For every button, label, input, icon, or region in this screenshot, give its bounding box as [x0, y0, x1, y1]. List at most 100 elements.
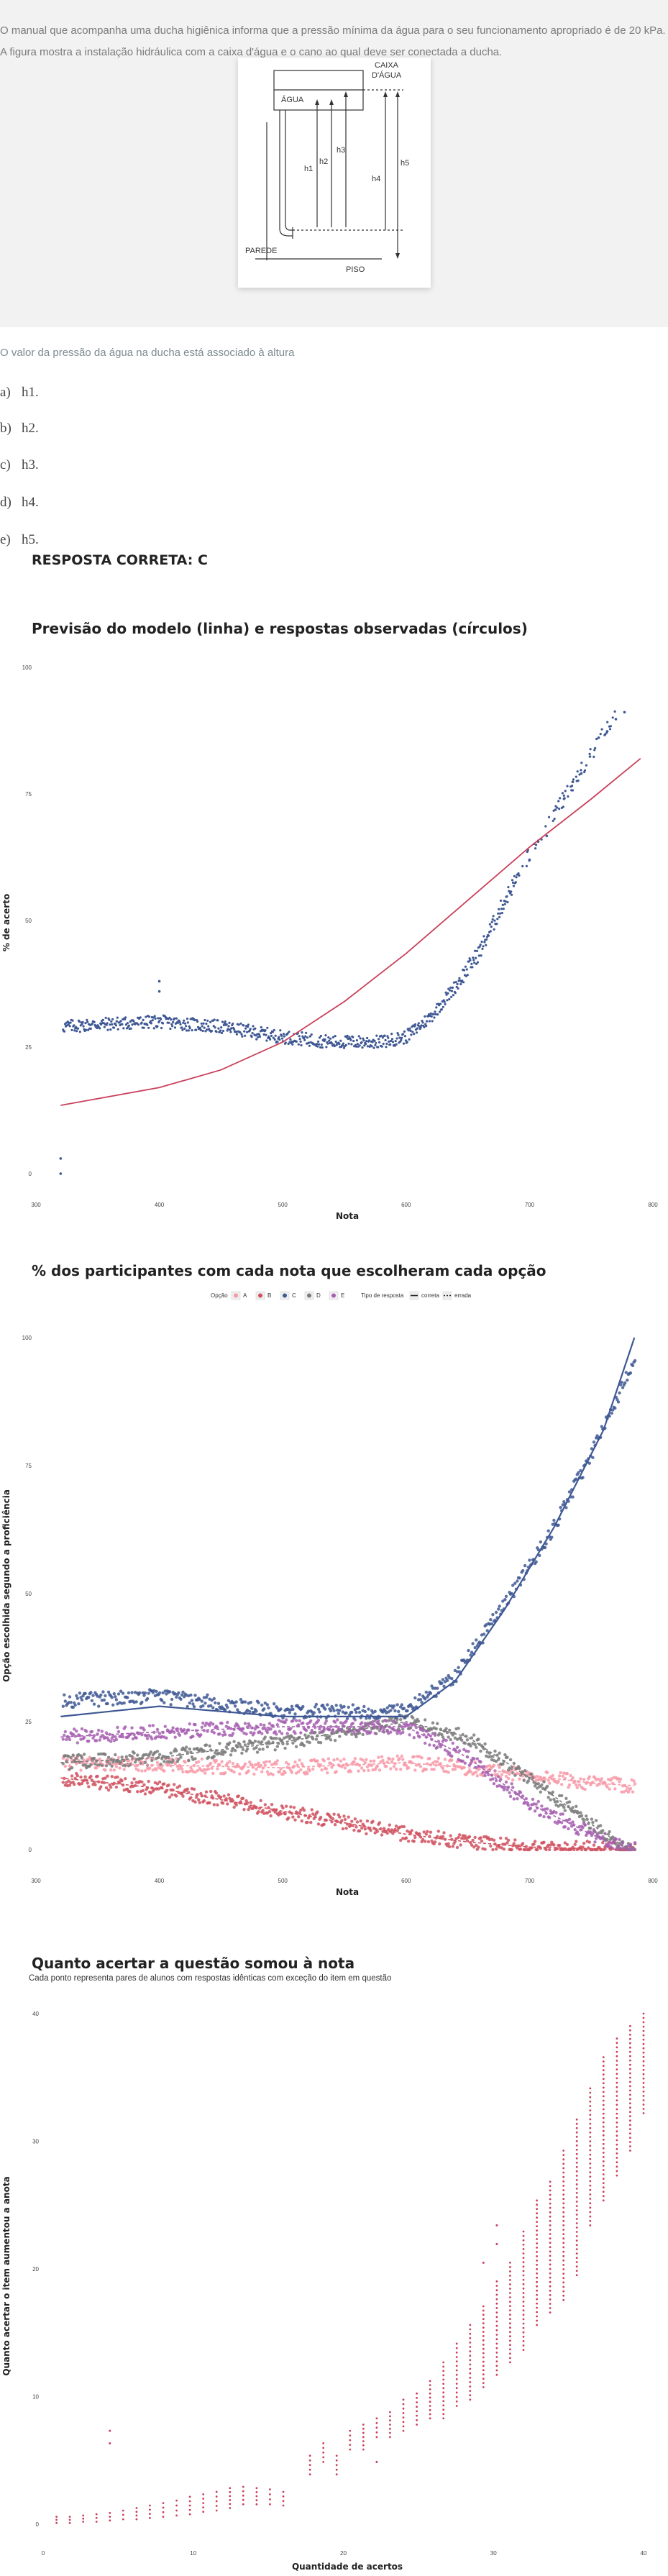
point-option-C — [442, 1684, 446, 1688]
point-option-E — [536, 1799, 540, 1804]
observed-point — [433, 1016, 436, 1019]
point-option-D — [110, 1764, 114, 1768]
chart1-x-label: Nota — [336, 1211, 359, 1221]
point-option-E — [594, 1837, 598, 1840]
observed-point — [514, 881, 517, 884]
observed-point — [535, 844, 538, 846]
point-option-E — [191, 1735, 195, 1738]
gain-point — [162, 2516, 165, 2518]
chart2-y-label: Opção escolhida segundo a proficiência — [1, 1489, 12, 1682]
point-option-C — [433, 1686, 437, 1690]
point-option-B — [249, 1801, 252, 1804]
gain-point — [349, 2444, 352, 2446]
gain-point — [589, 2171, 592, 2174]
gain-point — [629, 2093, 631, 2096]
point-option-B — [536, 1847, 539, 1852]
point-option-C — [571, 1495, 575, 1499]
gain-point — [455, 2373, 458, 2376]
point-option-A — [200, 1757, 203, 1761]
point-option-D — [108, 1762, 111, 1766]
point-option-E — [511, 1786, 515, 1789]
point-option-C — [170, 1697, 174, 1702]
observed-point — [435, 1006, 438, 1009]
point-option-A — [560, 1783, 564, 1786]
point-option-B — [429, 1830, 433, 1834]
point-option-B — [480, 1839, 484, 1843]
point-option-B — [224, 1797, 228, 1801]
observed-point — [390, 1038, 394, 1041]
option-e[interactable]: e) h5. — [0, 532, 39, 547]
gain-point — [629, 2145, 631, 2147]
gain-point — [335, 2454, 338, 2457]
gain-point — [602, 2182, 605, 2184]
point-option-E — [516, 1792, 521, 1796]
observed-point — [498, 915, 501, 918]
point-option-D — [106, 1760, 109, 1764]
point-option-C — [318, 1710, 321, 1714]
observed-point — [371, 1041, 374, 1043]
point-option-E — [75, 1730, 78, 1733]
observed-point — [224, 1020, 227, 1023]
point-option-B — [181, 1794, 185, 1798]
point-option-D — [585, 1814, 588, 1818]
gain-point — [375, 2426, 378, 2429]
point-option-D — [308, 1740, 311, 1745]
option-c[interactable]: c) h3. — [0, 457, 39, 472]
observed-point — [153, 1015, 156, 1018]
option-d[interactable]: d) h4. — [0, 495, 39, 510]
gain-point — [642, 2112, 645, 2114]
point-option-B — [248, 1805, 252, 1809]
point-option-C — [75, 1694, 78, 1698]
point-option-E — [208, 1724, 211, 1727]
point-option-E — [116, 1725, 119, 1730]
observed-point — [571, 789, 575, 792]
gain-point — [575, 2144, 578, 2147]
gain-point — [589, 2180, 592, 2183]
observed-point — [347, 1037, 349, 1041]
gain-point — [455, 2395, 458, 2398]
option-a[interactable]: a) h1. — [0, 385, 39, 400]
observed-point — [316, 1045, 319, 1048]
observed-point — [450, 990, 454, 992]
point-option-B — [581, 1845, 585, 1849]
observed-point — [500, 908, 503, 910]
point-option-B — [360, 1826, 364, 1830]
gain-point — [255, 2487, 258, 2490]
x-tick-label: 600 — [401, 1202, 411, 1208]
point-option-E — [444, 1738, 448, 1743]
observed-point — [588, 752, 591, 755]
gain-point — [135, 2514, 138, 2517]
point-option-B — [309, 1820, 313, 1824]
point-option-E — [352, 1731, 356, 1735]
gain-point — [308, 2459, 311, 2462]
gain-point — [122, 2509, 124, 2512]
gain-point — [149, 2508, 151, 2511]
gain-point — [536, 2315, 538, 2318]
observed-point — [411, 1031, 414, 1033]
observed-point — [281, 1037, 284, 1040]
outlier-point — [495, 2224, 498, 2226]
point-option-A — [209, 1761, 213, 1765]
point-option-C — [250, 1707, 254, 1710]
observed-point — [497, 912, 500, 915]
point-option-E — [243, 1722, 247, 1725]
gain-point — [589, 2202, 592, 2205]
option-b[interactable]: b) h2. — [0, 421, 39, 436]
point-option-A — [583, 1787, 587, 1791]
gain-point — [522, 2265, 525, 2268]
point-option-E — [378, 1722, 382, 1727]
observed-point — [360, 1041, 363, 1043]
observed-point — [248, 1029, 251, 1032]
y-tick-label: 20 — [32, 2266, 39, 2273]
observed-point — [184, 1022, 187, 1025]
point-option-A — [582, 1778, 586, 1781]
observed-point — [487, 934, 490, 937]
point-option-C — [69, 1701, 73, 1704]
point-option-A — [140, 1769, 144, 1773]
observed-point — [301, 1031, 303, 1034]
point-option-B — [140, 1780, 144, 1783]
gain-point — [536, 2263, 538, 2266]
point-option-A — [203, 1771, 207, 1775]
point-option-D — [92, 1756, 96, 1760]
gain-point — [322, 2452, 325, 2454]
